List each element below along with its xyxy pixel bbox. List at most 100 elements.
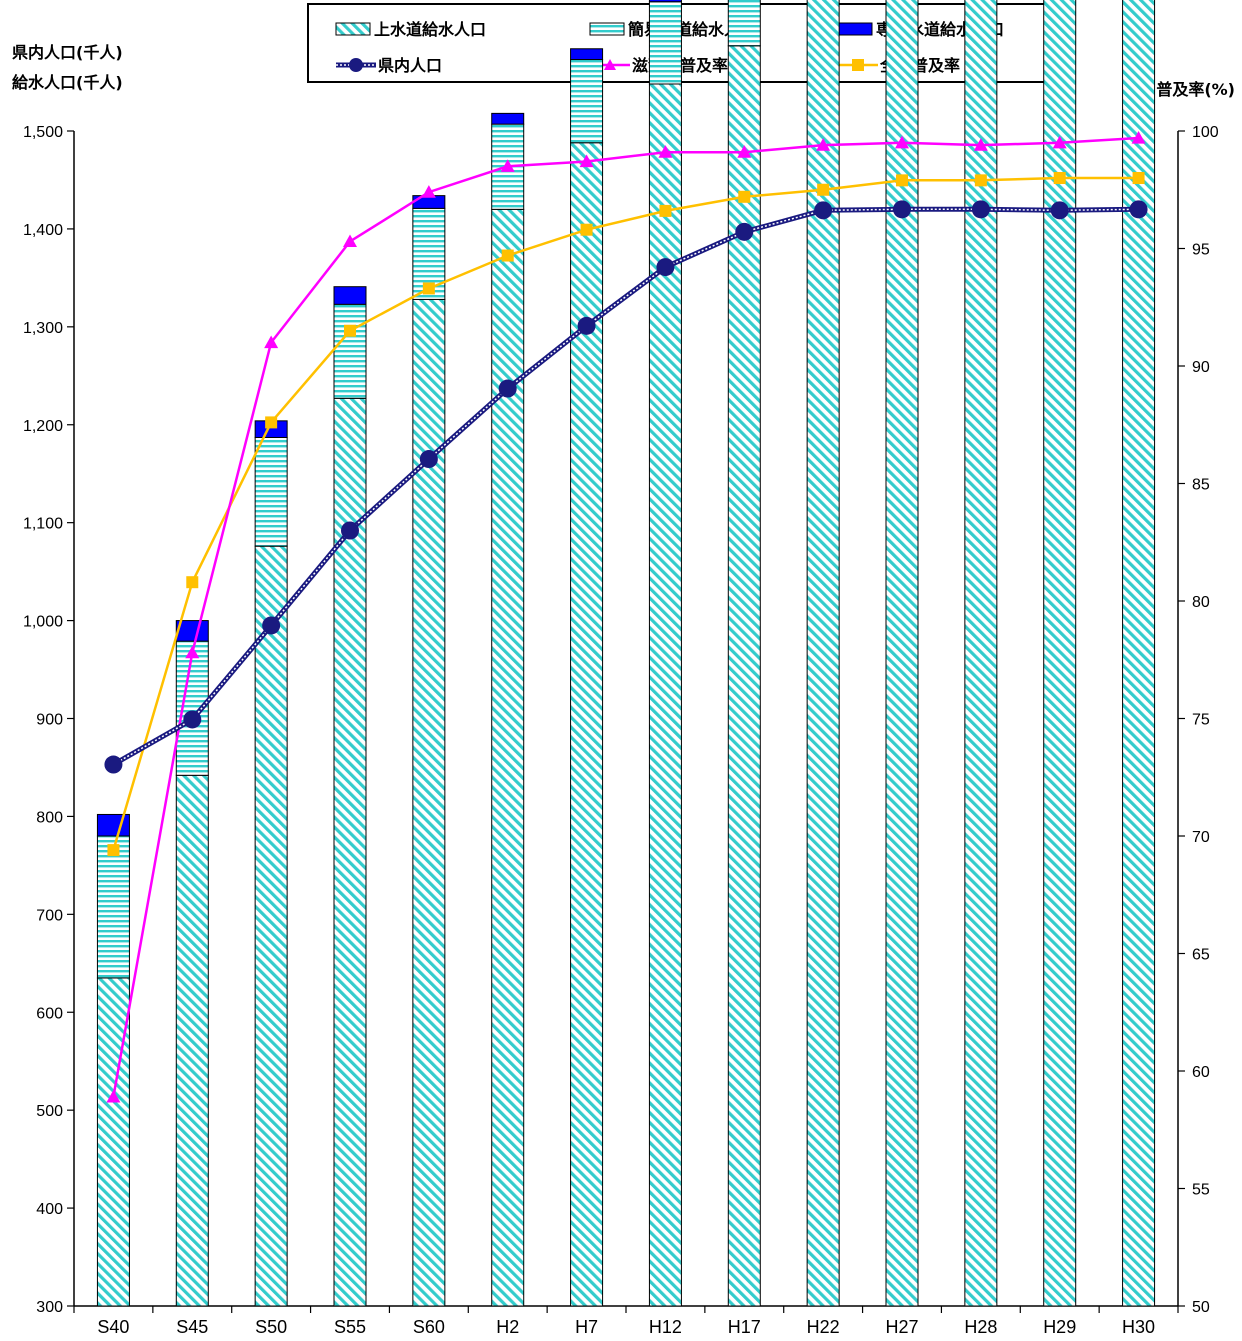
bar-segment-2 <box>333 303 367 399</box>
shiga-rate-marker <box>185 645 200 659</box>
right-tick-label: 60 <box>1192 1064 1210 1081</box>
legend-label-1: 上水道給水人口 <box>374 20 486 39</box>
national-rate-marker <box>738 190 751 203</box>
shiga-rate-marker <box>106 1089 121 1103</box>
x-tick-label: H22 <box>807 1317 840 1337</box>
national-rate-marker <box>501 249 514 262</box>
population-marker <box>656 258 675 277</box>
population-line-inner <box>113 208 1139 766</box>
right-axis-title: 普及率(%) <box>1156 80 1235 99</box>
left-axis-title-line2: 給水人口(千人) <box>12 73 123 92</box>
population-marker <box>262 616 281 635</box>
shiga-rate-marker <box>1131 131 1146 144</box>
right-tick-label: 95 <box>1192 242 1210 259</box>
right-tick-label: 80 <box>1192 594 1210 611</box>
population-marker <box>735 222 754 241</box>
legend-marker-4 <box>349 58 363 72</box>
x-tick-label: H17 <box>728 1317 761 1337</box>
right-tick-label: 75 <box>1192 712 1210 729</box>
bars <box>96 0 1156 1307</box>
bar-segment-1 <box>491 208 525 1307</box>
population-marker <box>971 200 990 219</box>
national-rate-marker <box>1053 172 1066 184</box>
bar-segment-3 <box>333 286 367 305</box>
left-tick-label: 1,500 <box>23 124 63 141</box>
population-marker <box>104 755 123 774</box>
x-tick-label: H27 <box>885 1317 918 1337</box>
right-tick-label: 65 <box>1192 947 1210 964</box>
legend-swatch-2 <box>589 22 625 36</box>
bar-segment-1 <box>885 0 919 1307</box>
x-tick-label: S45 <box>176 1317 208 1337</box>
population-marker <box>341 521 359 540</box>
shiga-rate-marker <box>264 335 279 349</box>
population-marker <box>577 316 596 335</box>
national-rate-marker <box>422 282 435 295</box>
national-rate-marker <box>265 416 278 429</box>
shiga-rate-marker <box>421 185 436 198</box>
shiga-rate-marker <box>816 138 831 151</box>
legend-swatch-1 <box>335 22 371 36</box>
bar-segment-2 <box>96 835 130 979</box>
x-tick-label: S50 <box>255 1317 287 1337</box>
population-marker <box>1129 200 1148 219</box>
left-axis-title-line1: 県内人口(千人) <box>12 43 123 62</box>
population-marker <box>814 201 833 220</box>
national-rate-marker <box>974 174 987 187</box>
x-tick-label: S60 <box>413 1317 445 1337</box>
national-rate-marker <box>817 183 830 196</box>
left-tick-label: 300 <box>36 1299 63 1316</box>
shiga-rate-marker <box>579 154 594 168</box>
right-tick-label: 50 <box>1192 1299 1210 1316</box>
bar-segment-1 <box>806 0 840 1307</box>
bar-segment-1 <box>254 545 288 1307</box>
left-tick-label: 1,300 <box>23 320 63 337</box>
left-tick-label: 900 <box>36 712 63 729</box>
x-tick-label: S40 <box>97 1317 129 1337</box>
bar-segment-2 <box>648 1 682 85</box>
x-tick-label: S55 <box>334 1317 366 1337</box>
left-tick-label: 500 <box>36 1103 63 1120</box>
right-tick-label: 70 <box>1192 829 1210 846</box>
left-tick-label: 400 <box>36 1201 63 1218</box>
x-tick-labels: S40 S45 S50 S55 S60 H2 H7 H12 H17 H22 H27 H28 H29 H30 <box>97 1317 1155 1337</box>
shiga-rate-marker <box>658 145 673 158</box>
x-tick-label: H30 <box>1122 1317 1155 1337</box>
shiga-rate-marker <box>737 145 752 158</box>
bar-segment-1 <box>333 397 367 1307</box>
bar-segment-3 <box>570 48 604 61</box>
bar-segment-2 <box>254 436 288 547</box>
bar-segment-1 <box>175 774 209 1307</box>
bar-segment-2 <box>570 59 604 144</box>
national-rate-marker <box>580 223 593 236</box>
population-marker <box>419 450 438 469</box>
lines <box>104 131 1148 1103</box>
shiga-rate-marker <box>343 234 357 248</box>
right-tick-label: 55 <box>1192 1182 1210 1199</box>
right-tick-label: 100 <box>1192 124 1219 141</box>
right-tick-label: 85 <box>1192 477 1210 494</box>
shiga-rate-line <box>112 136 1139 1098</box>
shiga-rate-marker <box>1052 135 1067 149</box>
x-tick-label: H12 <box>649 1317 682 1337</box>
shiga-rate-marker <box>500 159 515 172</box>
x-tick-label: H28 <box>964 1317 997 1337</box>
x-tick-label: H2 <box>496 1317 519 1337</box>
population-marker <box>893 200 911 219</box>
left-tick-label: 700 <box>36 907 63 924</box>
left-tick-label: 1,000 <box>23 614 63 631</box>
national-rate-marker <box>896 174 908 187</box>
left-tick-label: 1,100 <box>23 516 63 533</box>
national-rate-marker <box>1132 172 1145 184</box>
population-marker <box>1050 201 1069 220</box>
bar-segment-3 <box>96 813 130 837</box>
legend-swatch-3 <box>837 22 873 36</box>
x-tick-label: H7 <box>575 1317 598 1337</box>
left-tick-label: 800 <box>36 809 63 826</box>
bar-segment-1 <box>1122 0 1156 1307</box>
national-rate-marker <box>107 844 120 857</box>
bar-segment-2 <box>727 0 761 47</box>
national-rate-marker <box>659 204 672 217</box>
population-marker <box>498 379 517 398</box>
